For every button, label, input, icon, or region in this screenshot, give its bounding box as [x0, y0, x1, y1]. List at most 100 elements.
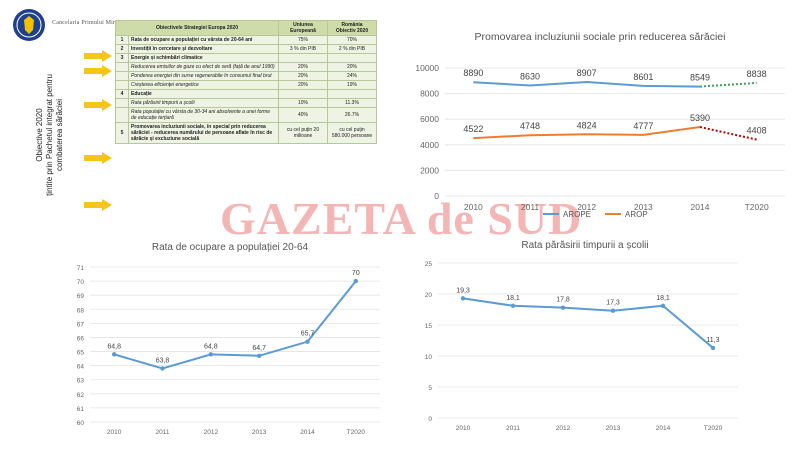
x-tick-label: 2014 — [656, 425, 671, 432]
ro-target: 24% — [327, 71, 377, 81]
y-tick-label: 64 — [77, 364, 85, 371]
objectives-table: Obiectivele Strategiei Europa 2020 Uniun… — [115, 20, 377, 144]
x-tick-label: 2010 — [456, 425, 471, 432]
projection-line — [699, 81, 757, 88]
ro-target — [327, 89, 377, 99]
table-row: 2 Investiții în cercetare și dezvoltare 3 … — [115, 44, 377, 54]
government-logo: Cancelaria Primului Ministru — [12, 8, 142, 42]
data-label: 4522 — [463, 124, 483, 134]
data-label: 8890 — [463, 68, 483, 78]
data-label: 64,8 — [204, 343, 218, 350]
series-line — [473, 80, 701, 88]
y-tick-label: 15 — [425, 323, 433, 330]
data-label: 17,3 — [606, 300, 620, 307]
data-label: 4408 — [747, 126, 767, 136]
row-number — [115, 80, 129, 90]
y-tick-label: 2000 — [420, 165, 439, 175]
org-name: Cancelaria Primului Ministru — [52, 20, 128, 26]
arrow-right-icon — [84, 152, 112, 164]
data-point — [353, 278, 359, 284]
data-label: 4748 — [520, 121, 540, 131]
series-line — [462, 297, 714, 349]
objective-text: Educație — [128, 89, 279, 99]
objective-text: Ponderea energiei din surse regenerabile… — [128, 71, 279, 81]
y-tick-label: 63 — [77, 378, 85, 385]
objective-text: Rata de ocupare a populației cu vârsta d… — [128, 35, 279, 45]
y-tick-label: 70 — [77, 279, 85, 286]
table-row: Reducerea emisiilor de gaze cu efect de … — [115, 62, 377, 72]
table-row: Rata părăsirii timpurii a școlii 10% 11.3% — [115, 98, 377, 108]
y-tick-label: 61 — [77, 406, 85, 413]
ro-target: 19% — [327, 80, 377, 90]
data-label: 70 — [352, 270, 360, 277]
ro-target: 11.3% — [327, 98, 377, 108]
data-label: 64,7 — [252, 345, 266, 352]
objective-text: Creșterea eficienței energetice — [128, 80, 279, 90]
data-point — [256, 353, 262, 358]
data-label: 8907 — [577, 68, 597, 78]
table-row: Rata populației cu vârsta de 30-34 ani a… — [115, 107, 377, 123]
data-label: 8838 — [747, 69, 767, 79]
data-label: 17,8 — [556, 297, 570, 304]
data-point — [305, 339, 310, 344]
ro-target: cu cel puțin 580.000 persoane — [327, 122, 377, 144]
data-label: 8601 — [633, 72, 653, 82]
data-point — [460, 296, 466, 301]
objective-text: Reducerea emisiilor de gaze cu efect de … — [128, 62, 279, 72]
series-line — [473, 126, 701, 140]
chart-title: Promovarea incluziunii sociale prin redu… — [475, 31, 726, 43]
x-tick-label: 2014 — [691, 202, 710, 212]
legend-label: AROP — [625, 210, 648, 219]
row-number — [115, 62, 129, 72]
y-tick-label: 66 — [77, 335, 85, 342]
y-tick-label: 4000 — [420, 140, 439, 150]
table-header-objectives: Obiectivele Strategiei Europa 2020 — [115, 20, 279, 36]
y-tick-label: 60 — [77, 420, 85, 427]
table-row: Creșterea eficienței energetice 20% 19% — [115, 80, 377, 90]
vertical-title-line: combaterea sărăciei — [55, 98, 64, 172]
eu-target: 3 % din PIB — [278, 44, 328, 54]
row-number — [115, 71, 129, 81]
arrow-right-icon — [84, 65, 112, 77]
row-number — [115, 98, 129, 108]
arrow-right-icon — [84, 99, 112, 111]
x-tick-label: 2012 — [577, 202, 596, 212]
eu-target: 10% — [278, 98, 328, 108]
eu-target — [278, 89, 328, 99]
table-row: 1 Rata de ocupare a populației cu vârsta … — [115, 35, 377, 45]
data-point — [510, 303, 516, 308]
row-number: 5 — [115, 122, 129, 144]
eu-target: 40% — [278, 107, 328, 123]
row-number: 4 — [115, 89, 129, 99]
row-number — [115, 107, 129, 123]
arrow-right-icon — [84, 199, 112, 211]
arrow-right-icon — [84, 50, 112, 62]
social-inclusion-chart: Promovarea incluziunii sociale prin redu… — [415, 31, 785, 219]
chart-title: Rata părăsirii timpurii a școlii — [521, 240, 648, 251]
data-label: 8549 — [690, 73, 710, 83]
series-line — [113, 280, 357, 370]
data-point — [208, 352, 214, 357]
data-label: 8630 — [520, 72, 540, 82]
ro-target: 20% — [327, 62, 377, 72]
y-tick-label: 0 — [428, 416, 432, 423]
data-label: 18,1 — [506, 295, 520, 302]
row-number: 1 — [115, 35, 129, 45]
table-header-ro-sub: Obiectiv 2020 — [335, 28, 369, 34]
y-tick-label: 62 — [77, 392, 85, 399]
ro-target: 70% — [327, 35, 377, 45]
x-tick-label: T2020 — [347, 429, 366, 436]
x-tick-label: T2020 — [704, 425, 723, 432]
eu-target: 20% — [278, 71, 328, 81]
x-tick-label: 2013 — [634, 202, 653, 212]
x-tick-label: 2011 — [506, 425, 520, 432]
table-row: Ponderea energiei din surse regenerabile… — [115, 71, 377, 81]
table-header-eu: Uniunea Europeană — [278, 20, 328, 36]
eu-target: 20% — [278, 80, 328, 90]
y-tick-label: 65 — [77, 350, 85, 357]
y-tick-label: 68 — [77, 307, 85, 314]
ro-target: 2 % din PIB — [327, 44, 377, 54]
data-point — [160, 366, 165, 371]
projection-line — [699, 126, 757, 141]
data-label: 5390 — [690, 113, 710, 123]
